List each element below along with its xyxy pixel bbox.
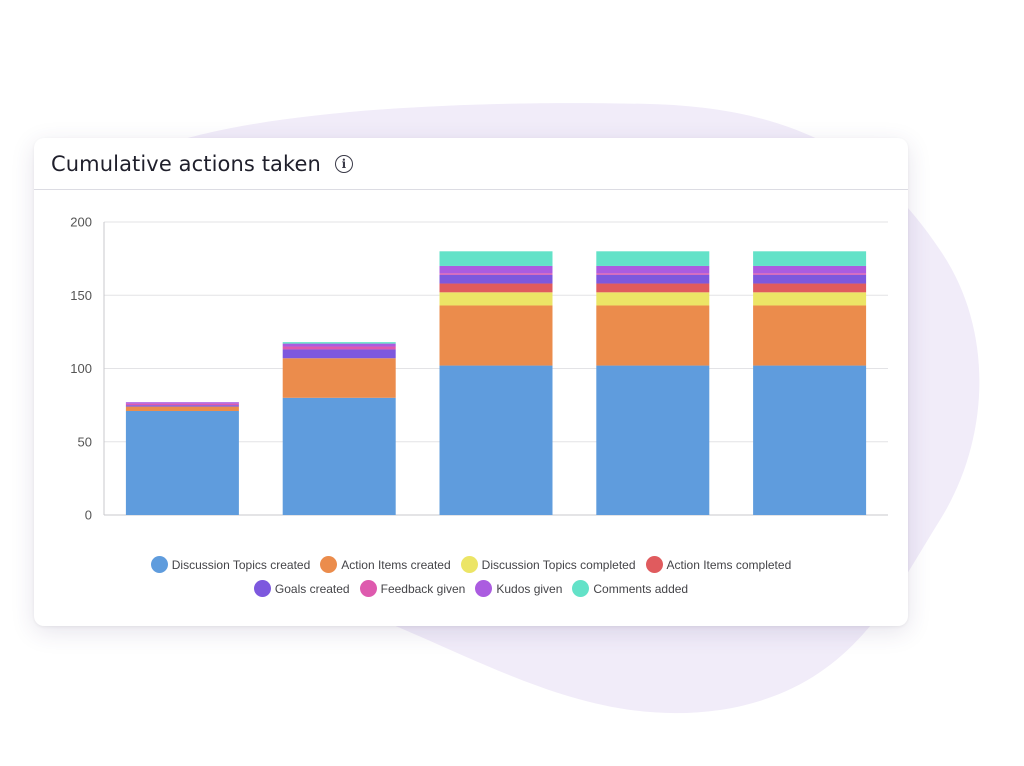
bar-segment[interactable]: [125, 410, 239, 515]
bar-segment[interactable]: [282, 343, 396, 347]
bar-segment[interactable]: [439, 273, 553, 275]
bar-segment[interactable]: [596, 265, 710, 274]
bar-segment[interactable]: [439, 292, 553, 306]
bar-segment[interactable]: [596, 283, 710, 293]
legend-swatch: [150, 556, 168, 573]
stacked-bar-chart: 0 50 100 150 200: [70, 215, 888, 523]
bar-segment[interactable]: [596, 274, 710, 284]
y-tick-label: 0: [85, 508, 92, 523]
bar-segment[interactable]: [439, 274, 553, 284]
bar-segment[interactable]: [125, 406, 239, 411]
legend-label: Action Items completed: [666, 557, 792, 572]
legend-label: Goals created: [274, 581, 350, 596]
card-header: Cumulative actions taken i: [34, 138, 908, 190]
bar-segment[interactable]: [596, 292, 710, 306]
legend-item[interactable]: Goals created: [253, 580, 350, 597]
legend-item[interactable]: Action Items completed: [645, 556, 792, 573]
legend-swatch: [359, 580, 377, 597]
legend-item[interactable]: Comments added: [572, 580, 688, 597]
bar-segment[interactable]: [282, 349, 396, 359]
bar-segment[interactable]: [596, 305, 710, 366]
bar-segment[interactable]: [753, 251, 867, 266]
legend-label: Comments added: [593, 581, 689, 596]
bar-segment[interactable]: [753, 273, 867, 275]
bar-segment[interactable]: [596, 273, 710, 275]
bar-segment[interactable]: [439, 283, 553, 293]
bar-segment[interactable]: [439, 265, 553, 274]
info-icon[interactable]: i: [334, 154, 353, 173]
bar-segment[interactable]: [125, 403, 239, 406]
legend-label: Action Items created: [341, 557, 451, 572]
bar-segment[interactable]: [439, 365, 553, 515]
bar-segment[interactable]: [753, 365, 867, 515]
bar-segment[interactable]: [282, 346, 396, 350]
bar-segment[interactable]: [282, 397, 396, 515]
legend-item[interactable]: Discussion Topics completed: [460, 556, 636, 573]
bar-segment[interactable]: [596, 365, 710, 515]
bar-segment[interactable]: [753, 292, 867, 306]
legend-swatch: [320, 556, 338, 573]
bar-segment[interactable]: [125, 402, 239, 404]
y-tick-label: 50: [78, 434, 92, 449]
legend-swatch: [572, 580, 590, 597]
legend-swatch: [645, 556, 663, 573]
legend-item[interactable]: Feedback given: [359, 580, 466, 597]
legend-item[interactable]: Discussion Topics created: [150, 556, 311, 573]
legend-label: Feedback given: [380, 581, 466, 596]
bar-segment[interactable]: [753, 265, 867, 274]
legend-swatch: [475, 580, 493, 597]
bar-segment[interactable]: [282, 358, 396, 398]
legend-label: Discussion Topics completed: [481, 557, 636, 572]
bar-segment[interactable]: [439, 305, 553, 366]
y-tick-label: 100: [70, 361, 92, 376]
legend-swatch: [460, 556, 478, 573]
chart-legend: Discussion Topics created Action Items cr…: [34, 556, 908, 604]
legend-swatch: [253, 580, 271, 597]
y-tick-label: 150: [70, 288, 92, 303]
y-tick-label: 200: [70, 215, 92, 230]
bar-segment[interactable]: [125, 405, 239, 407]
bar-segment[interactable]: [753, 274, 867, 284]
bar-segment[interactable]: [753, 305, 867, 366]
bar-segment[interactable]: [439, 251, 553, 266]
legend-label: Kudos given: [496, 581, 563, 596]
bar-segment[interactable]: [282, 342, 396, 344]
chart-card: Cumulative actions taken i 0 50 100 150 200 …: [34, 138, 908, 626]
legend-item[interactable]: Action Items created: [320, 556, 451, 573]
bar-segment[interactable]: [596, 251, 710, 266]
bar-segment[interactable]: [753, 283, 867, 293]
chart-title: Cumulative actions taken: [51, 151, 321, 176]
legend-label: Discussion Topics created: [171, 557, 311, 572]
legend-item[interactable]: Kudos given: [475, 580, 562, 597]
